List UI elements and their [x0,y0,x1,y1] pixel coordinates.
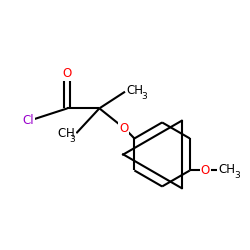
Text: CH: CH [218,163,236,176]
Text: Cl: Cl [22,114,34,127]
Text: O: O [119,122,128,135]
Text: O: O [200,164,210,177]
Text: 3: 3 [142,92,148,100]
Text: H: H [66,128,75,140]
Text: 3: 3 [234,170,240,179]
Text: C: C [57,128,65,140]
Text: 3: 3 [69,135,75,144]
Text: O: O [63,67,72,80]
Text: CH: CH [126,84,143,98]
